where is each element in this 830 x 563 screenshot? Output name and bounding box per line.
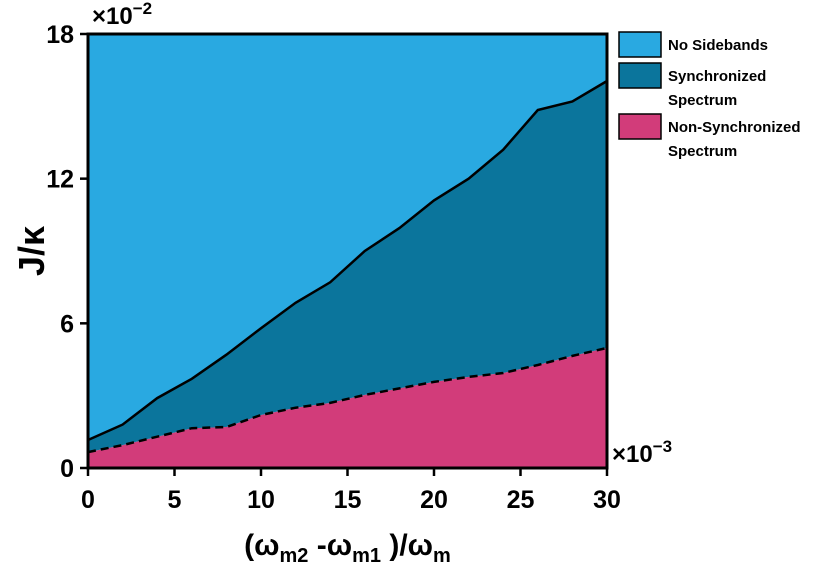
x-tick-label: 30 [593, 486, 621, 514]
legend-label: Non-Synchronized Spectrum [668, 119, 801, 160]
x-multiplier-exponent: −3 [653, 437, 672, 456]
x-label-part: -ω [308, 529, 352, 562]
y-multiplier-exponent: −2 [133, 0, 152, 18]
legend-line: Non-Synchronized [668, 119, 801, 136]
x-tick-label: 25 [507, 486, 535, 514]
x-tick-label: 10 [247, 486, 275, 514]
x-multiplier: ×10−3 [612, 437, 672, 468]
legend-swatch [618, 31, 662, 58]
x-label-subscript: m1 [352, 545, 381, 563]
legend-swatch [618, 113, 662, 140]
x-tick-label: 0 [81, 486, 95, 514]
x-label-part: (ω [244, 529, 279, 562]
y-axis-label: J/κ [11, 225, 52, 276]
x-tick-label: 5 [168, 486, 182, 514]
x-multiplier-base: ×10 [612, 441, 653, 468]
area [88, 81, 607, 453]
x-tick-label: 15 [334, 486, 362, 514]
y-multiplier: ×10−2 [92, 0, 152, 30]
y-tick-label: 6 [60, 310, 74, 338]
y-multiplier-base: ×10 [92, 3, 133, 30]
x-label-subscript: m2 [280, 545, 309, 563]
x-label-subscript: m [433, 545, 451, 563]
legend-swatch [618, 62, 662, 89]
y-tick-label: 12 [46, 166, 74, 194]
legend-label: Synchronized Spectrum [668, 68, 766, 109]
legend-line: Spectrum [668, 143, 737, 160]
area [88, 34, 607, 440]
boundary-line [87, 79, 608, 442]
x-label-part: )/ω [381, 529, 433, 562]
legend-line: Synchronized [668, 68, 766, 85]
x-tick-label: 20 [420, 486, 448, 514]
legend-line: Spectrum [668, 92, 737, 109]
area [88, 347, 607, 468]
y-tick-label: 18 [46, 21, 74, 49]
legend-label: No Sidebands [668, 37, 768, 54]
x-axis-label: (ωm2 -ωm1 )/ωm [244, 529, 451, 563]
boundary-line [87, 346, 608, 454]
y-tick-label: 0 [60, 455, 74, 483]
